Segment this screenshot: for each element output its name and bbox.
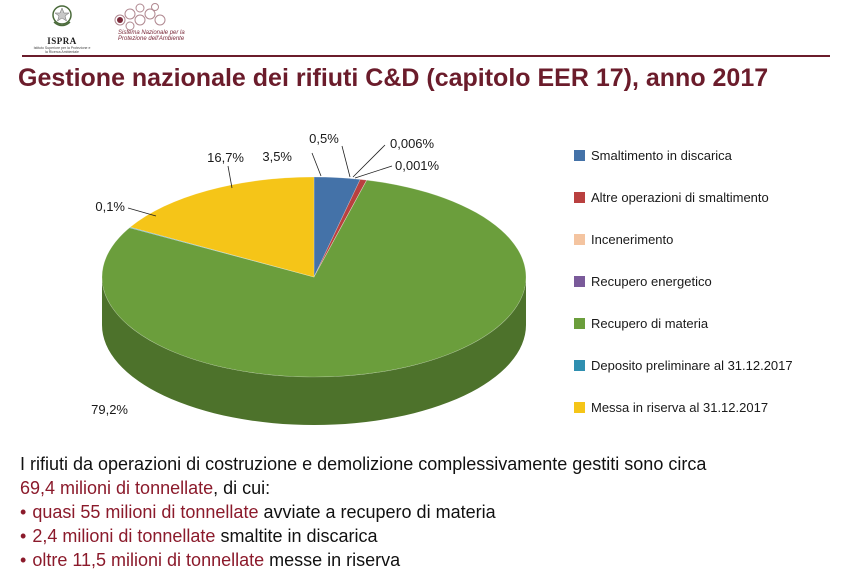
leader-line <box>311 152 322 177</box>
legend-item: Deposito preliminare al 31.12.2017 <box>574 357 793 373</box>
snpa-logo: Sistema Nazionale per la Protezione dell… <box>110 2 190 54</box>
pie-slice-incenerimento <box>313 179 368 278</box>
legend-item: Altre operazioni di smaltimento <box>574 189 769 205</box>
leader-line <box>341 145 351 178</box>
legend-swatch <box>574 401 585 413</box>
intro-line: I rifiuti da operazioni di costruzione e… <box>20 452 845 476</box>
total-highlight: 69,4 milioni di tonnellate <box>20 478 214 498</box>
data-label-recupero-energetico: 0,001% <box>395 158 440 173</box>
data-label-incenerimento: 0,006% <box>390 136 435 151</box>
legend-item: Smaltimento in discarica <box>574 147 732 163</box>
bullet-highlight: 2,4 milioni di tonnellate <box>32 526 216 546</box>
bullet-icon: • <box>20 502 27 522</box>
leader-line <box>227 165 233 189</box>
header: ISPRA Istituto Superiore per la Protezio… <box>0 0 850 60</box>
legend-swatch <box>574 317 585 329</box>
legend-swatch <box>574 275 585 287</box>
legend-item: Messa in riserva al 31.12.2017 <box>574 399 768 415</box>
bullet-rest: messe in riserva <box>264 550 401 570</box>
summary-text: I rifiuti da operazioni di costruzione e… <box>20 452 845 572</box>
legend-swatch <box>574 191 585 203</box>
ispra-subtitle: Istituto Superiore per la Protezione e l… <box>33 46 91 54</box>
data-label-smaltimento-in-discarica: 3,5% <box>262 149 292 164</box>
ispra-logo: ISPRA Istituto Superiore per la Protezio… <box>32 2 92 54</box>
pie-slice-messa-in-riserva-al-31-12-2017 <box>129 176 315 278</box>
pie-side-recupero-di-materia <box>102 277 526 425</box>
ispra-name: ISPRA <box>47 36 77 46</box>
bullet-rest: smaltite in discarica <box>215 526 378 546</box>
legend-label: Deposito preliminare al 31.12.2017 <box>591 357 793 373</box>
legend-swatch <box>574 233 585 245</box>
legend-label: Smaltimento in discarica <box>591 147 732 163</box>
data-label-messa-in-riserva-al-31-12-2017: 16,7% <box>207 150 244 165</box>
legend-item: Recupero di materia <box>574 315 708 331</box>
bullet-item: • quasi 55 milioni di tonnellate avviate … <box>20 500 845 524</box>
bullet-icon: • <box>20 526 27 546</box>
legend-swatch <box>574 359 585 371</box>
legend-label: Messa in riserva al 31.12.2017 <box>591 399 769 415</box>
pie-slice-deposito-preliminare-al-31-12-2017 <box>128 226 315 278</box>
data-label-recupero-di-materia: 79,2% <box>91 402 128 417</box>
legend-swatch <box>574 149 585 161</box>
legend-item: Incenerimento <box>574 231 673 247</box>
bullet-item: • 2,4 milioni di tonnellate smaltite in d… <box>20 524 845 548</box>
legend-label: Recupero di materia <box>591 315 709 331</box>
header-rule <box>22 55 830 57</box>
pie-slices <box>101 176 527 378</box>
page-title: Gestione nazionale dei rifiuti C&D (capi… <box>18 64 769 92</box>
snpa-text: Sistema Nazionale per la Protezione dell… <box>118 30 185 42</box>
italian-emblem-icon <box>52 5 72 27</box>
total-rest: , di cui: <box>213 478 271 498</box>
total-line: 69,4 milioni di tonnellate, di cui: <box>20 476 845 500</box>
pie-slice-recupero-di-materia <box>101 179 527 378</box>
bullet-icon: • <box>20 550 27 570</box>
legend-label: Recupero energetico <box>591 273 712 289</box>
legend-label: Altre operazioni di smaltimento <box>591 189 769 205</box>
legend-item: Recupero energetico <box>574 273 712 289</box>
pie-chart: 3,5% 0,5% 0,006% 0,001% 79,2% 0,1% 16,7% <box>91 131 527 425</box>
bullet-rest: avviate a recupero di materia <box>258 502 496 522</box>
data-label-deposito-preliminare-al-31-12-2017: 0,1% <box>95 199 125 214</box>
data-label-altre-operazioni-di-smaltimento: 0,5% <box>309 131 339 146</box>
pie-sides <box>102 277 526 425</box>
leader-line <box>127 207 157 217</box>
hexagon-network-icon <box>114 3 166 31</box>
pie-slice-altre-operazioni-di-smaltimento <box>313 179 368 278</box>
leader-line <box>352 144 386 178</box>
pie-slice-smaltimento-in-discarica <box>313 176 361 278</box>
bullet-highlight: oltre 11,5 milioni di tonnellate <box>32 550 265 570</box>
intro-text: I rifiuti da operazioni di costruzione e… <box>20 454 707 474</box>
bullet-item: • oltre 11,5 milioni di tonnellate messe … <box>20 548 845 572</box>
bullet-highlight: quasi 55 milioni di tonnellate <box>32 502 259 522</box>
leader-line <box>354 165 393 179</box>
data-labels: 3,5% 0,5% 0,006% 0,001% 79,2% 0,1% 16,7% <box>91 131 439 417</box>
legend-label: Incenerimento <box>591 231 674 247</box>
